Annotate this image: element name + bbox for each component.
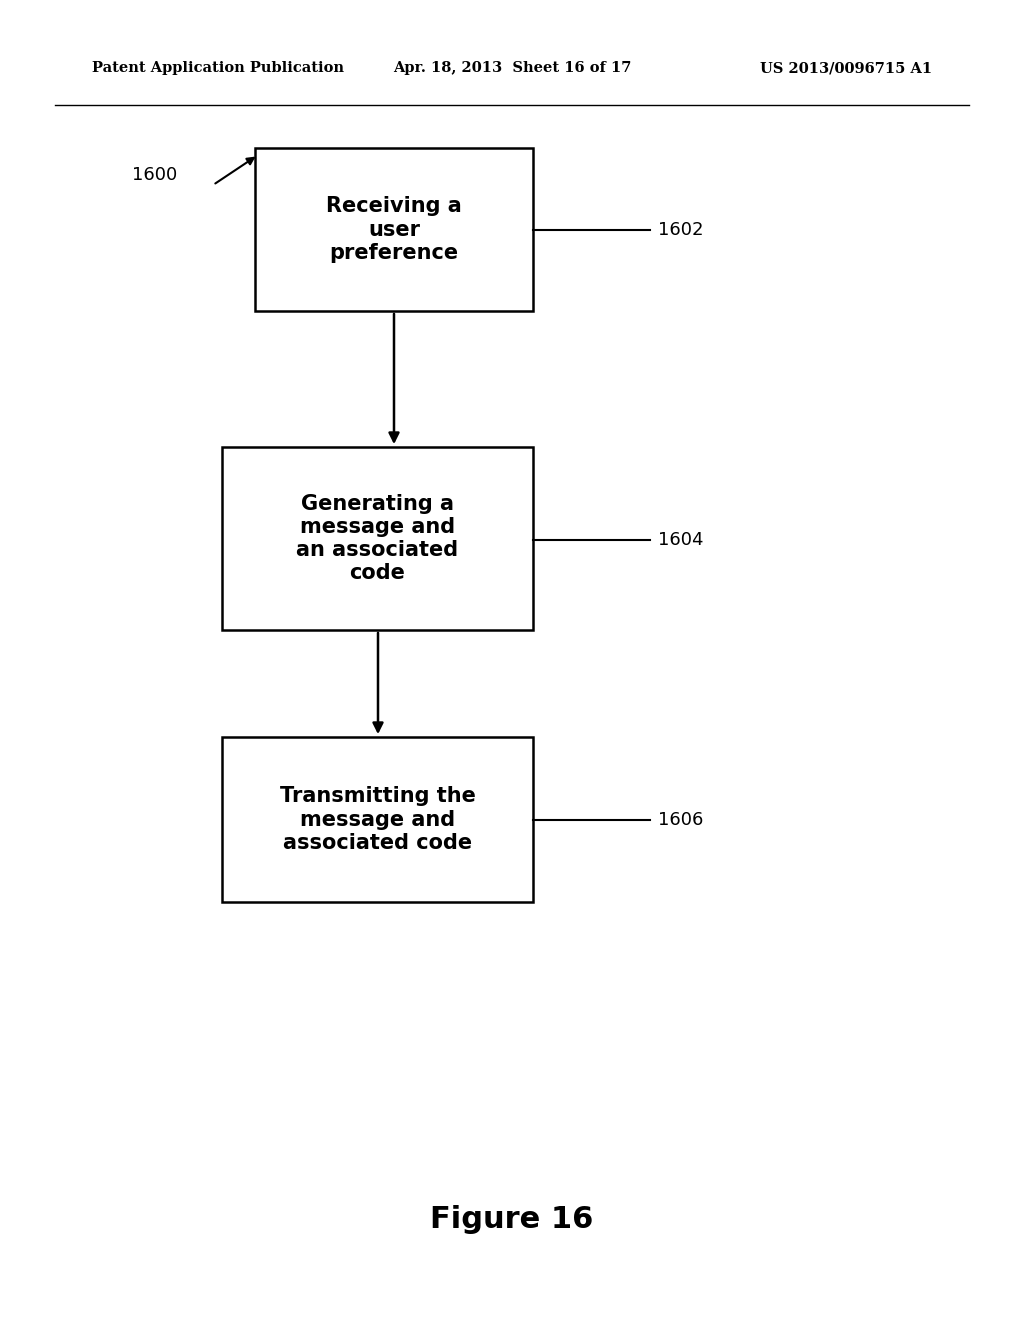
Text: Receiving a
user
preference: Receiving a user preference <box>326 197 462 263</box>
Text: 1604: 1604 <box>658 531 703 549</box>
Text: Apr. 18, 2013  Sheet 16 of 17: Apr. 18, 2013 Sheet 16 of 17 <box>393 61 631 75</box>
Bar <box>222 447 534 630</box>
Text: 1600: 1600 <box>132 166 177 183</box>
Text: 1606: 1606 <box>658 810 703 829</box>
Bar <box>222 737 534 902</box>
Text: Patent Application Publication: Patent Application Publication <box>92 61 344 75</box>
Text: Generating a
message and
an associated
code: Generating a message and an associated c… <box>296 494 459 583</box>
Text: 1602: 1602 <box>658 220 703 239</box>
Text: Transmitting the
message and
associated code: Transmitting the message and associated … <box>280 787 475 853</box>
Text: US 2013/0096715 A1: US 2013/0096715 A1 <box>760 61 932 75</box>
Bar <box>255 148 534 312</box>
Text: Figure 16: Figure 16 <box>430 1205 594 1234</box>
